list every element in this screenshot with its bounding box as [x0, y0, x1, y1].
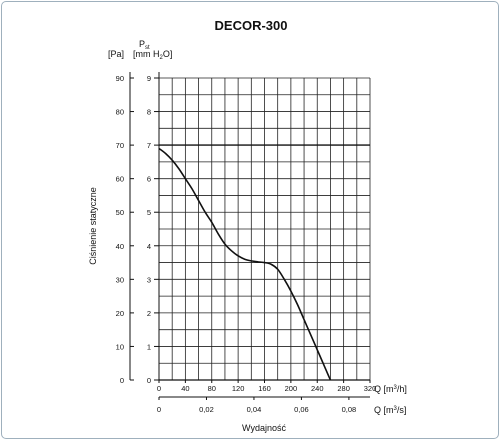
right-tick-label: 7: [147, 141, 151, 150]
right-tick-label: 1: [147, 342, 151, 351]
left-tick-label: 80: [116, 108, 124, 117]
x-secondary-tick-label: 0,08: [342, 405, 357, 414]
left-axis-unit: [Pa]: [108, 49, 124, 59]
x-secondary-tick-label: 0,04: [247, 405, 262, 414]
left-tick-label: 0: [120, 376, 124, 385]
left-tick-label: 60: [116, 175, 124, 184]
right-tick-label: 0: [147, 376, 151, 385]
left-tick-label: 70: [116, 141, 124, 150]
right-tick-label: 8: [147, 108, 151, 117]
x-secondary-tick-label: 0: [157, 405, 161, 414]
right-axis-unit: [mm H2O]: [133, 49, 172, 61]
x-secondary-label: Q [m3/s]: [374, 405, 406, 415]
right-axis-symbol: Pst: [139, 39, 150, 51]
x-primary-tick-label: 200: [285, 384, 298, 393]
right-tick-label: 6: [147, 175, 151, 184]
right-tick-label: 4: [147, 242, 151, 251]
right-tick-label: 5: [147, 208, 151, 217]
right-axis: 0 1 2 3 4 5 6 7 8 9: [147, 72, 160, 385]
series-layer: [159, 147, 332, 380]
x-primary-tick-label: 320: [364, 384, 377, 393]
x-primary-tick-label: 40: [181, 384, 189, 393]
x-primary-tick-label: 120: [232, 384, 245, 393]
x-primary-tick-label: 160: [258, 384, 271, 393]
y-axis-title: Ciśnienie statyczne: [88, 187, 98, 265]
x-axis-primary: 0 40 80 120 160 200 240 280 320: [157, 379, 377, 393]
x-primary-tick-label: 240: [311, 384, 324, 393]
left-tick-label: 10: [116, 342, 124, 351]
right-tick-label: 2: [147, 309, 151, 318]
grid: [159, 77, 371, 380]
left-tick-label: 40: [116, 242, 124, 251]
x-axis-secondary: 0 0,02 0,04 0,06 0,08: [157, 396, 370, 414]
x-axis-title: Wydajność: [242, 423, 286, 433]
series-line: [159, 147, 332, 380]
right-tick-label: 3: [147, 275, 151, 284]
x-primary-tick-label: 80: [208, 384, 216, 393]
x-primary-tick-label: 280: [337, 384, 350, 393]
right-tick-label: 9: [147, 74, 151, 83]
left-axis: 0 10 20 30 40 50 60 70 80 90: [116, 72, 134, 385]
left-tick-label: 20: [116, 309, 124, 318]
chart-title: DECOR-300: [215, 18, 288, 33]
left-tick-label: 90: [116, 74, 124, 83]
x-secondary-tick-label: 0,06: [294, 405, 309, 414]
x-secondary-tick-label: 0,02: [199, 405, 214, 414]
x-primary-label: Q [m3/h]: [374, 384, 407, 394]
x-primary-tick-label: 0: [157, 384, 161, 393]
left-tick-label: 50: [116, 208, 124, 217]
left-tick-label: 30: [116, 275, 124, 284]
